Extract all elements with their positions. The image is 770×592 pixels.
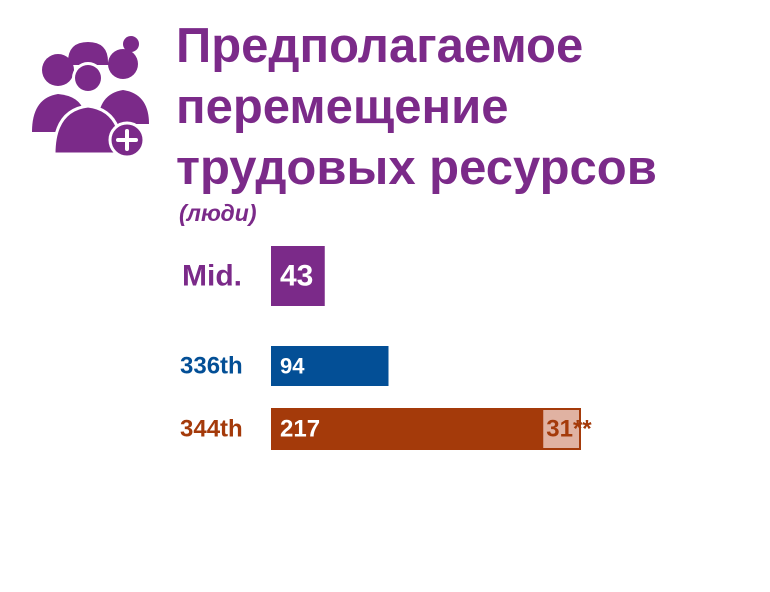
subtitle: (люди) <box>179 200 257 226</box>
data-label: 43 <box>280 260 313 293</box>
category-label: Mid. <box>182 260 242 293</box>
category-label: 344th <box>180 416 243 443</box>
data-label: 217 <box>280 416 320 443</box>
bar <box>271 346 389 386</box>
people-group-plus-icon <box>32 36 149 159</box>
data-label: 94 <box>280 354 305 379</box>
category-label: 336th <box>180 353 243 380</box>
page-title: Предполагаемое перемещение трудовых ресу… <box>176 16 657 199</box>
title-line-2: перемещение <box>176 80 509 134</box>
bar <box>271 246 325 306</box>
bar <box>271 408 543 450</box>
bar-segment <box>541 408 581 450</box>
data-label: 31** <box>546 416 592 443</box>
title-line-3: трудовых ресурсов <box>176 141 657 195</box>
title-line-1: Предполагаемое <box>176 19 584 73</box>
